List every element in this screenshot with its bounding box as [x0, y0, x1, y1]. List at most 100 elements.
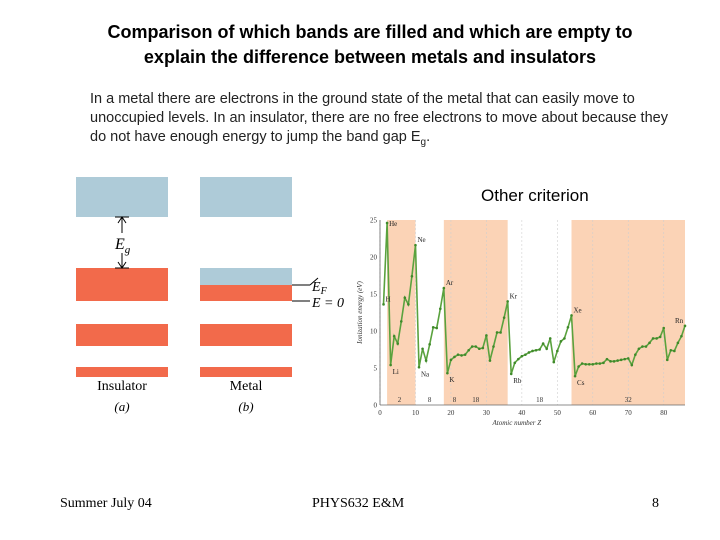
title-line-2: explain the difference between metals an…: [143, 47, 597, 67]
element-label: Xe: [574, 306, 582, 314]
element-annotations: He Ne Ar Kr Xe Rn H Li Na K Rb Cs: [386, 220, 684, 387]
data-point: [520, 354, 524, 358]
y-tick-label: 15: [370, 291, 378, 299]
data-point: [623, 357, 627, 361]
data-point: [541, 342, 545, 345]
data-point: [488, 359, 492, 362]
data-point: [456, 353, 460, 356]
shell-count: 18: [536, 396, 544, 404]
data-point: [534, 348, 538, 352]
data-point: [587, 363, 591, 366]
data-point: [382, 303, 385, 306]
data-point: [563, 337, 566, 340]
data-point: [577, 365, 580, 368]
shell-counts: 2 8 8 18 18 32: [398, 396, 633, 404]
insulator-filled-band-1: [76, 268, 168, 301]
data-point: [446, 371, 449, 375]
data-point: [584, 363, 587, 366]
slide-title: Comparison of which bands are filled and…: [60, 20, 680, 70]
x-tick-label: 50: [554, 409, 562, 417]
data-point: [538, 348, 541, 351]
metal-label: Metal: [230, 379, 263, 394]
y-tick-label: 5: [374, 365, 378, 373]
insulator-filled-band-3: [76, 367, 168, 377]
body-paragraph: In a metal there are electrons in the gr…: [90, 90, 670, 152]
insulator-filled-band-2: [76, 324, 168, 346]
data-point: [612, 360, 616, 363]
element-label: H: [386, 295, 391, 303]
data-point: [626, 357, 630, 360]
data-point: [570, 314, 573, 317]
y-tick-label: 0: [374, 402, 378, 410]
data-point: [605, 357, 609, 361]
data-point: [509, 372, 513, 376]
data-point: [616, 359, 619, 362]
x-axis-label: Atomic number Z: [492, 419, 542, 427]
metal-sublabel: (b): [238, 399, 253, 414]
footer-date: Summer July 04: [60, 496, 152, 511]
gap-label: Eg: [114, 236, 131, 256]
metal-filled-band-3: [200, 367, 292, 377]
data-point: [683, 324, 687, 328]
data-point: [414, 243, 417, 247]
ionization-chart: 0 10 20 30 40 50 60 70 80 0 5 10 15 20 25 Atomic number…: [356, 217, 687, 427]
element-label: Na: [421, 370, 430, 378]
data-point: [619, 358, 623, 362]
data-point: [665, 358, 669, 362]
data-point: [676, 341, 680, 345]
metal-empty-band: [200, 177, 292, 217]
y-axis-label: Ionization energy (eV): [356, 280, 364, 344]
data-point: [580, 362, 584, 365]
body-end: .: [426, 129, 431, 145]
data-point: [499, 331, 502, 334]
data-point: [421, 347, 424, 351]
y-tick-label: 25: [370, 217, 378, 225]
data-point: [428, 343, 431, 346]
title-line-1: Comparison of which bands are filled and…: [107, 22, 633, 42]
data-point: [680, 334, 683, 338]
metal-partial-empty: [200, 268, 292, 285]
data-point: [548, 337, 552, 340]
element-label: K: [449, 376, 454, 384]
element-label: Kr: [510, 292, 518, 300]
data-point: [389, 363, 392, 367]
footer-course: PHYS632 E&M: [312, 496, 405, 511]
shaded-band-1: [387, 220, 416, 405]
data-point: [556, 349, 559, 353]
element-label: Cs: [577, 379, 585, 387]
element-label: Ar: [446, 279, 454, 287]
shaded-band-2: [443, 220, 508, 405]
data-point: [438, 307, 442, 311]
shell-count: 18: [472, 396, 480, 404]
data-point: [424, 359, 428, 362]
data-point: [506, 300, 509, 303]
x-tick-label: 30: [483, 409, 491, 417]
fermi-label: EF: [311, 280, 328, 297]
shell-count: 32: [625, 396, 633, 404]
data-point: [609, 360, 612, 363]
data-point: [513, 361, 517, 365]
ionization-series-points: [382, 221, 687, 378]
data-point: [403, 296, 407, 299]
data-point: [467, 348, 470, 352]
insulator-empty-band: [76, 177, 168, 217]
data-point: [470, 345, 474, 348]
data-point: [524, 353, 527, 356]
x-tick-label: 80: [660, 409, 668, 417]
data-point: [651, 337, 655, 340]
data-point: [431, 326, 435, 329]
data-point: [655, 337, 658, 340]
x-tick-label: 70: [625, 409, 633, 417]
data-point: [517, 357, 520, 361]
data-point: [478, 347, 481, 351]
data-point: [460, 354, 463, 357]
data-point: [399, 320, 403, 323]
data-point: [453, 355, 456, 359]
data-point: [502, 316, 506, 319]
fermi-leader-lines: [292, 277, 319, 302]
data-point: [591, 363, 595, 366]
data-point: [602, 361, 605, 365]
data-point: [396, 342, 400, 345]
data-point: [644, 345, 648, 348]
shell-count: 8: [428, 396, 432, 404]
